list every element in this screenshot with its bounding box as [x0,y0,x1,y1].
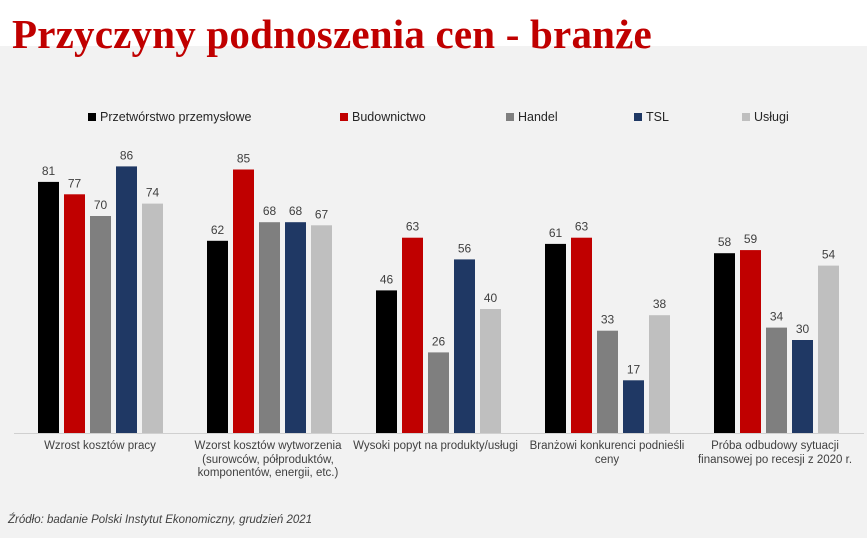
bar [376,290,397,433]
data-label: 40 [484,291,498,305]
bar [64,194,85,433]
bar [428,352,449,433]
bar [818,265,839,433]
bar [545,243,566,433]
bar [480,309,501,433]
bar [285,222,306,433]
data-label: 30 [796,322,810,336]
legend-item-przetworstwo: Przetwórstwo przemysłowe [88,110,251,124]
data-label: 81 [42,164,56,178]
data-label: 56 [458,241,472,255]
bar [259,222,280,433]
category-label: Wzorst kosztów wytworzenia (surowców, pó… [194,440,342,479]
legend-label: TSL [646,110,669,124]
category-label: Próba odbudowy sytuacji finansowej po re… [697,440,853,466]
bar [766,327,787,433]
bar [454,259,475,433]
legend: Przetwórstwo przemysłowe Budownictwo Han… [0,110,867,128]
legend-swatch [742,113,750,121]
data-label: 33 [601,313,615,327]
bar [90,216,111,433]
data-label: 17 [627,362,641,376]
data-label: 63 [575,220,589,234]
category-label: Wzrost kosztów pracy [44,440,156,452]
legend-swatch [506,113,514,121]
data-label: 68 [289,204,303,218]
data-label: 86 [120,148,134,162]
bar [740,250,761,433]
data-label: 46 [380,272,394,286]
bar [142,203,163,433]
bar [792,340,813,433]
bar [311,225,332,433]
data-label: 62 [211,223,225,237]
data-label: 58 [718,235,732,249]
page-title: Przyczyny podnoszenia cen - branże [12,11,652,57]
data-label: 54 [822,248,836,262]
data-label: 38 [653,297,667,311]
bar [597,330,618,433]
legend-swatch [634,113,642,121]
legend-item-uslugi: Usługi [742,110,789,124]
data-label: 61 [549,226,563,240]
legend-item-handel: Handel [506,110,558,124]
source-note: Źródło: badanie Polski Instytut Ekonomic… [8,514,313,526]
data-label: 77 [68,176,82,190]
data-label: 74 [146,186,160,200]
bar [233,169,254,433]
bar [116,166,137,433]
legend-label: Handel [518,110,558,124]
category-label: Wysoki popyt na produkty/usługi [353,440,518,452]
bar [207,240,228,433]
data-label: 63 [406,220,420,234]
bar [571,237,592,433]
bar [402,237,423,433]
category-label: Branżowi konkurenci podnieśli ceny [529,440,685,466]
data-label: 70 [94,198,108,212]
data-label: 26 [432,334,446,348]
legend-label: Usługi [754,110,789,124]
bar [714,253,735,433]
data-label: 34 [770,310,784,324]
bar [623,380,644,433]
legend-label: Budownictwo [352,110,426,124]
bar [649,315,670,433]
data-label: 68 [263,204,277,218]
bar [38,181,59,433]
data-label: 59 [744,232,758,246]
data-label: 85 [237,152,251,166]
legend-swatch [88,113,96,121]
legend-item-budownictwo: Budownictwo [340,110,426,124]
legend-swatch [340,113,348,121]
data-label: 67 [315,207,329,221]
legend-label: Przetwórstwo przemysłowe [100,110,252,124]
legend-item-tsl: TSL [634,110,669,124]
